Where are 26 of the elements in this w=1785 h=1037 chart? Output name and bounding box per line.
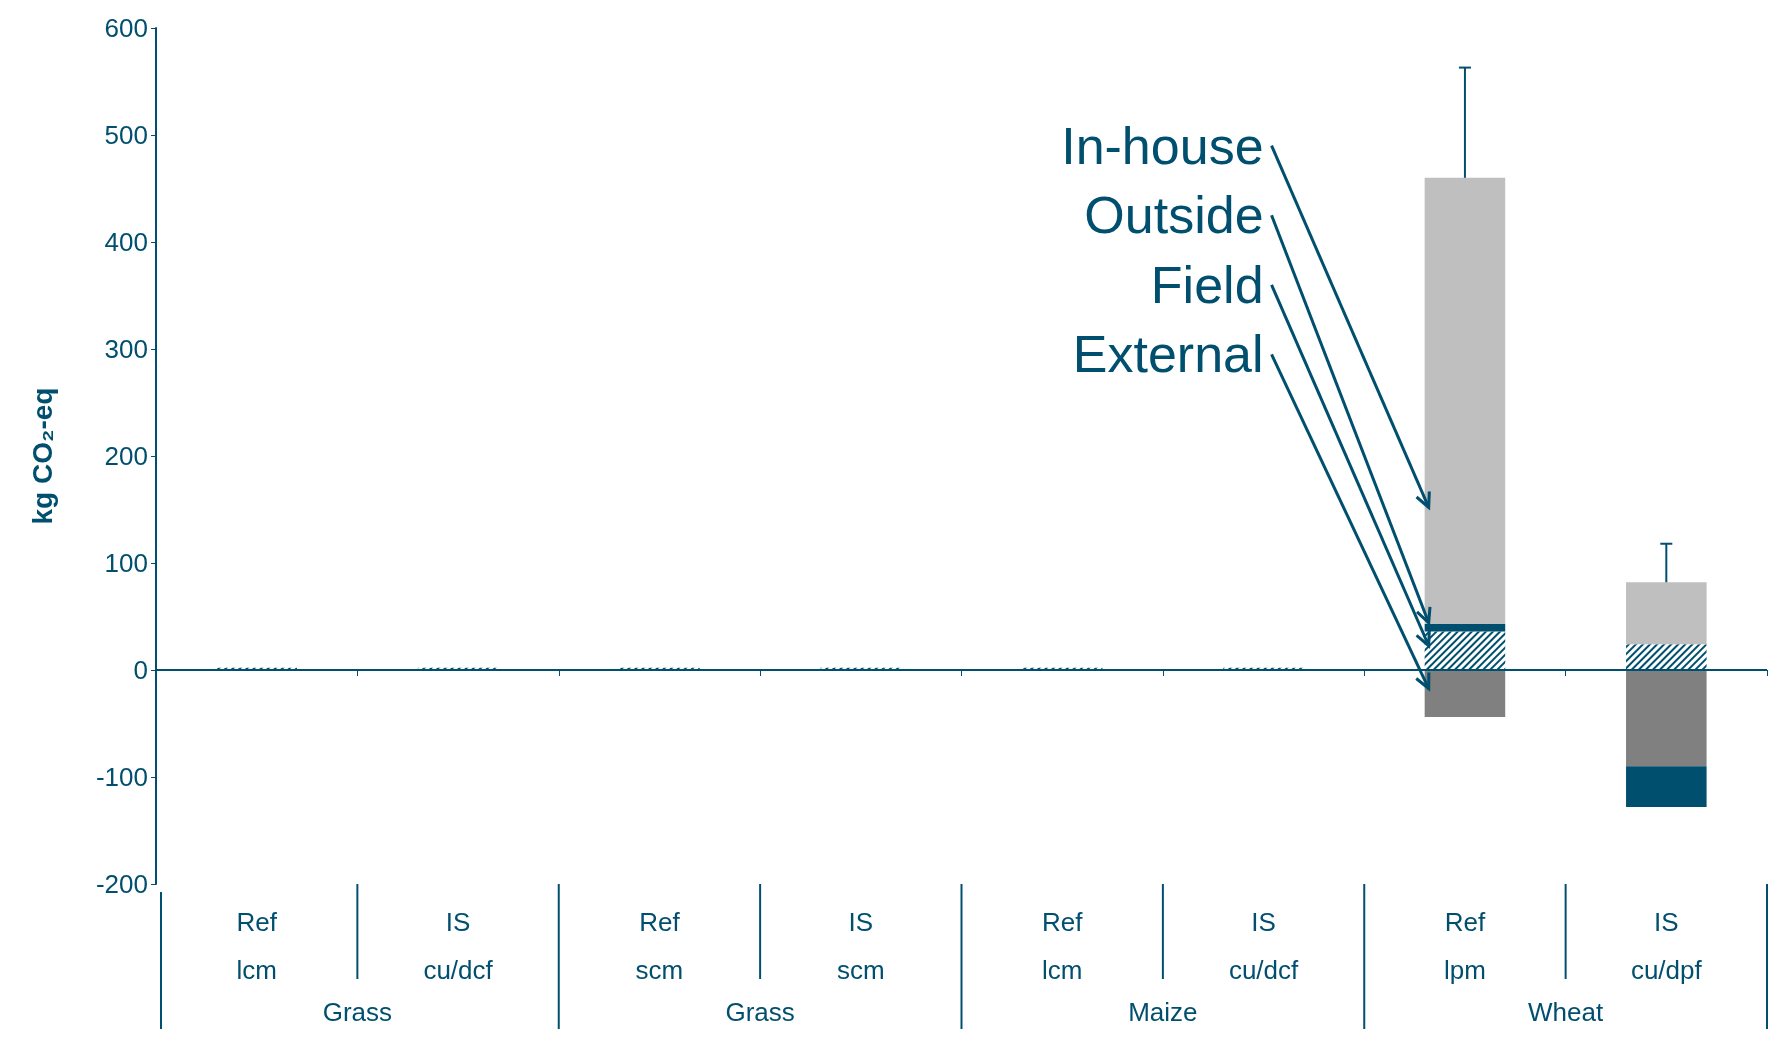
text: Grass: [725, 997, 795, 1027]
text: Outside: [1084, 186, 1264, 245]
y-tick-label: -200: [95, 869, 148, 899]
x-tick-label: IS cu/dcf: [1228, 907, 1300, 985]
x-tick-label: Ref lcm: [236, 907, 278, 985]
text: External: [1072, 325, 1264, 384]
text: Wheat: [1528, 997, 1604, 1027]
x-tick-label: Ref scm: [635, 907, 684, 985]
text: In-house: [1061, 116, 1264, 175]
x-tick-label: IS cu/dpf: [1630, 907, 1703, 985]
y-tick-label: 100: [104, 548, 148, 578]
x-tick-label: Ref lcm: [1041, 907, 1084, 985]
y-tick-label: 600: [104, 13, 148, 43]
y-tick-label: -100: [95, 762, 148, 792]
y-tick-label: 500: [104, 120, 148, 150]
y-axis-title: kg CO₂-eq: [26, 387, 58, 525]
y-tick-label: 0: [133, 655, 148, 685]
text: Maize: [1128, 997, 1198, 1027]
text: Field: [1150, 255, 1264, 314]
y-tick-label: 200: [104, 441, 148, 471]
x-tick-label: Ref lpm: [1443, 907, 1486, 985]
y-tick-label: 400: [104, 227, 148, 257]
text: Grass: [322, 997, 393, 1027]
x-tick-label: IS scm: [836, 907, 885, 985]
y-tick-label: 300: [104, 334, 148, 364]
x-tick-label: IS cu/dcf: [423, 907, 494, 985]
